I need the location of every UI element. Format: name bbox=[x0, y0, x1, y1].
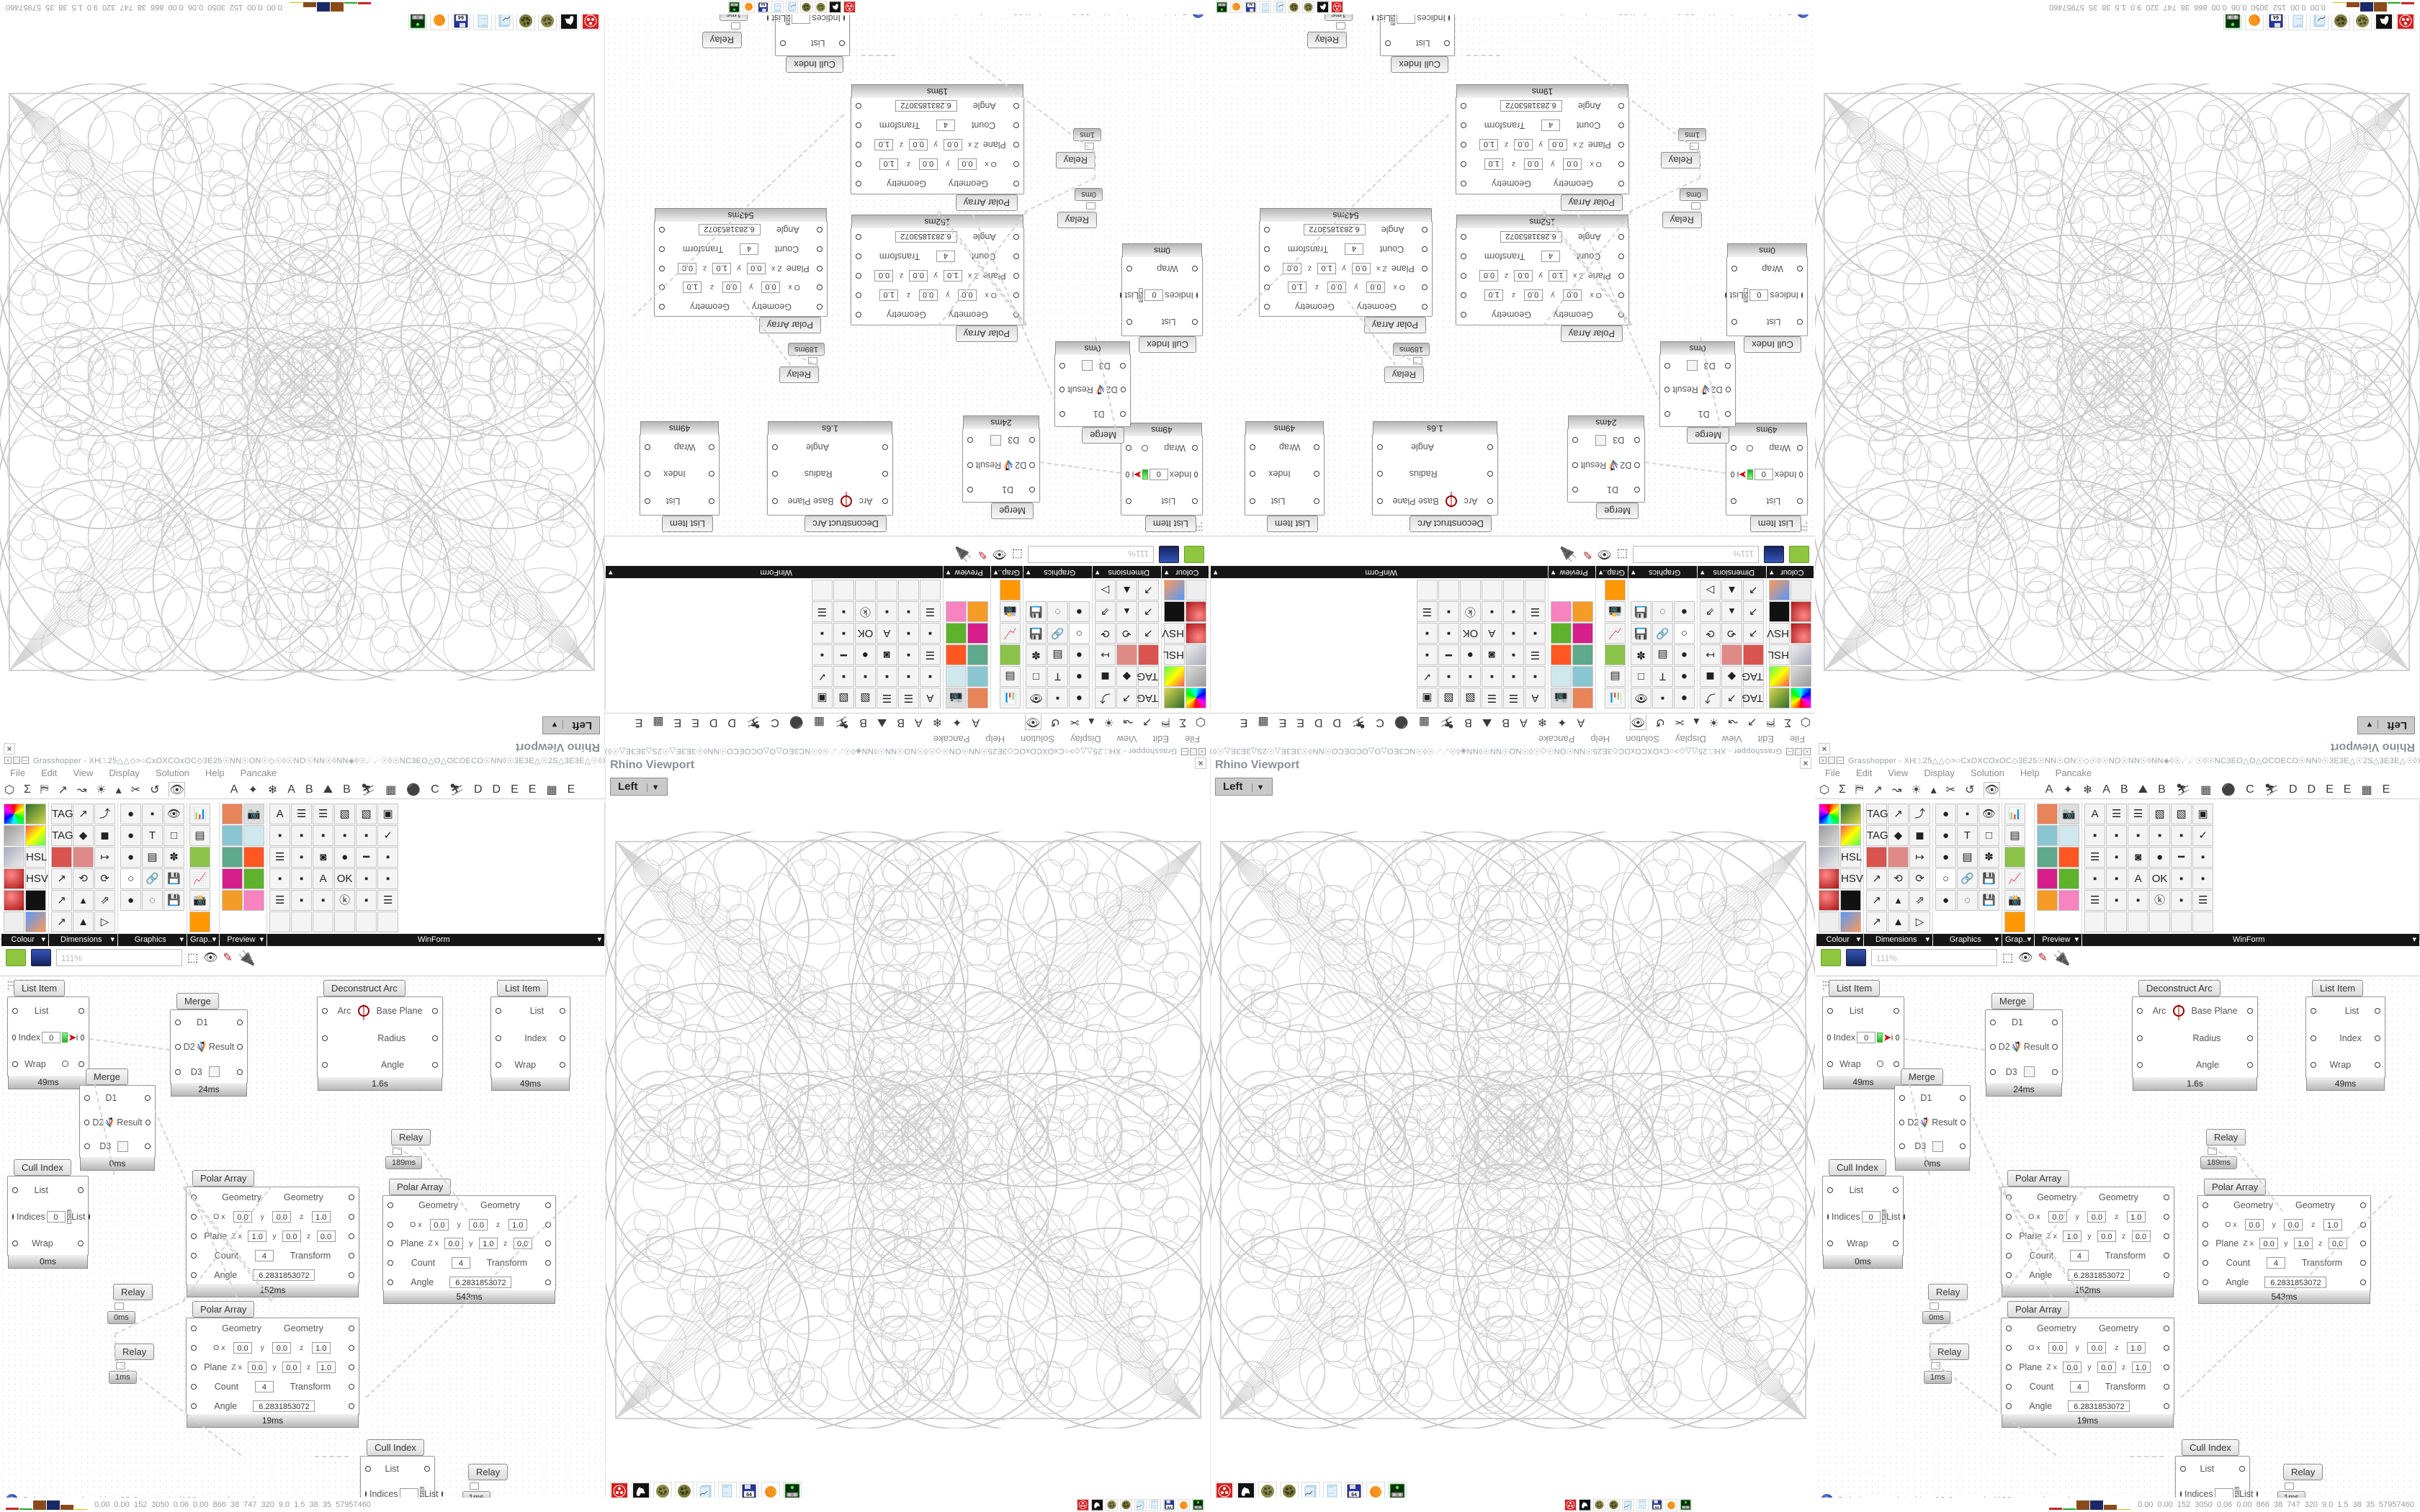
svg-text:64: 64 bbox=[2273, 14, 2279, 19]
svg-text:64: 64 bbox=[761, 2, 765, 6]
svg-text:64: 64 bbox=[1655, 1506, 1659, 1510]
svg-text:64: 64 bbox=[1351, 1493, 1357, 1498]
svg-text:64: 64 bbox=[1249, 2, 1253, 6]
svg-text:64: 64 bbox=[746, 1493, 752, 1498]
svg-text:64: 64 bbox=[1168, 1506, 1172, 1510]
svg-text:64: 64 bbox=[458, 14, 464, 19]
